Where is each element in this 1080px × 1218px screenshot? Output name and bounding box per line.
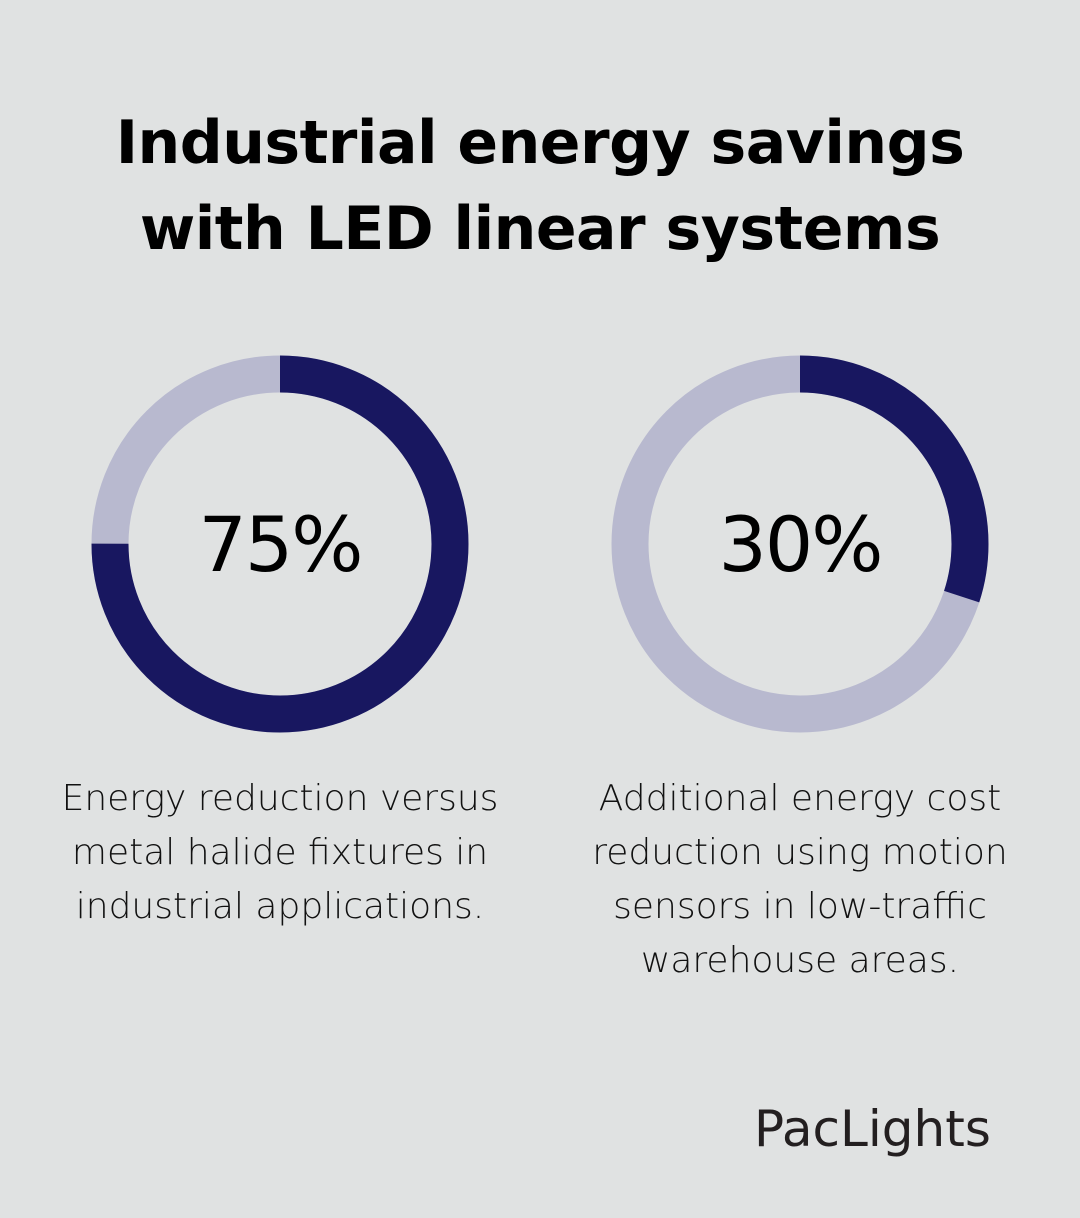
stat-donut-1: 75%	[90, 354, 470, 734]
stat-value: 75%	[198, 499, 364, 589]
stat-description-1: Energy reduction versus metal halide fix…	[20, 772, 540, 934]
title-line-2: with LED linear systems	[139, 194, 941, 264]
donut-filled-arc	[91, 355, 469, 733]
description-line: Energy reduction versus	[61, 778, 499, 819]
description-line: Additional energy cost	[598, 778, 1002, 819]
stat-donut-2: 30%	[610, 354, 990, 734]
title-line-1: Industrial energy savings	[115, 108, 965, 178]
stat-description-2: Additional energy cost reduction using m…	[540, 772, 1060, 988]
description-line: reduction using motion	[592, 832, 1008, 873]
donut-chart-30	[611, 355, 989, 733]
page-title: Industrial energy savings with LED linea…	[0, 100, 1080, 272]
donut-chart-75	[91, 355, 469, 733]
description-line: industrial applications.	[75, 886, 485, 927]
description-line: sensors in low-traffic	[613, 886, 987, 927]
stat-value: 30%	[718, 499, 884, 589]
description-line: warehouse areas.	[640, 940, 960, 981]
description-line: metal halide fixtures in	[71, 832, 489, 873]
donut-filled-arc	[611, 355, 989, 733]
brand-logo: PacLights	[754, 1100, 991, 1158]
